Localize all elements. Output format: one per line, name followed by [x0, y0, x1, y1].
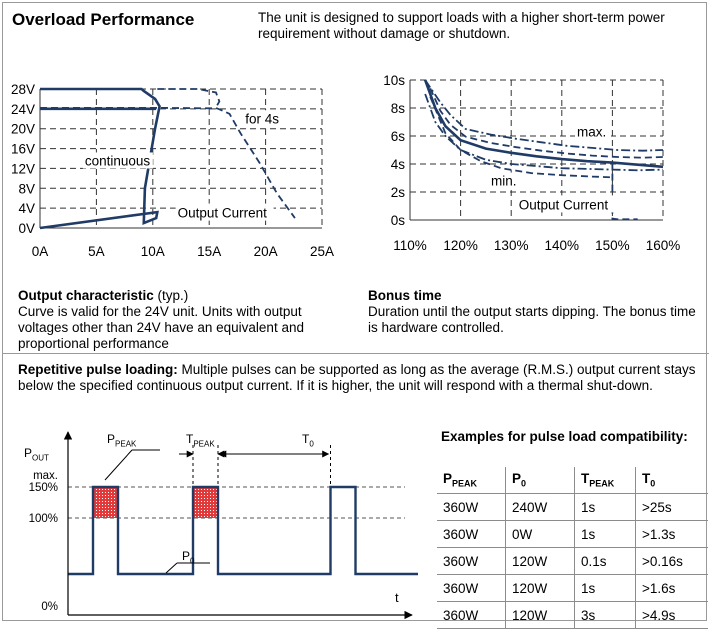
table-row: 360W 120W 0.1s >0.16s — [437, 547, 708, 575]
y-tick-label: 24V — [11, 102, 35, 117]
y-tick-label: 28V — [11, 82, 35, 97]
label-background — [175, 203, 274, 221]
continuous-label: continuous — [85, 153, 151, 168]
output-characteristic-typ: (typ.) — [153, 288, 189, 303]
pulse-load-table: PPEAK P0 TPEAK T0 360W 240W 1s >25s 360W 0W 1… — [437, 467, 708, 629]
x-tick-label: 140% — [545, 238, 580, 253]
p-peak-label: PPEAK — [107, 432, 137, 449]
x-axis-title: t — [395, 590, 399, 605]
series-line — [429, 88, 664, 159]
min-label: min. — [491, 174, 517, 189]
y-tick-label: 4s — [391, 157, 406, 172]
x-tick-label: 160% — [646, 238, 681, 253]
x-tick-label: 150% — [595, 238, 630, 253]
repetitive-pulse-body: Multiple pulses can be supported as long… — [18, 362, 696, 393]
header-p-peak: PPEAK — [437, 467, 506, 494]
y-tick-label: 150% — [29, 482, 58, 494]
y-tick-label: 8s — [391, 101, 406, 116]
x-tick-label: 0A — [32, 244, 49, 259]
y-tick-label: 0s — [391, 213, 406, 228]
p0-leader — [165, 562, 178, 574]
max-label: max. — [577, 125, 606, 140]
p-peak-leader — [104, 449, 133, 481]
output-characteristic-chart: 0V 4V 8V 12V 16V 20V 24V 28V 0A 5A 10A 15A 20A 25A con… — [11, 82, 334, 259]
y-tick-label: 12V — [11, 161, 35, 176]
pulse-overload-area — [193, 487, 218, 518]
x-tick-label: 20A — [254, 244, 278, 259]
pulse-overload-area — [93, 487, 118, 518]
table-header-row: PPEAK P0 TPEAK T0 — [437, 467, 708, 494]
y-tick-label: 16V — [11, 142, 35, 157]
series-line — [611, 162, 638, 221]
x-axis-title: Output Current — [519, 197, 609, 212]
intro-text: The unit is designed to support loads wi… — [258, 10, 665, 41]
y-tick-label: 4V — [18, 201, 35, 216]
page-frame — [2, 2, 707, 621]
x-tick-label: 120% — [443, 238, 478, 253]
x-tick-label: 5A — [88, 244, 105, 259]
header-p0: P0 — [505, 467, 575, 494]
output-characteristic-heading: Output characteristic — [18, 288, 154, 303]
x-tick-label: 130% — [494, 238, 529, 253]
y-tick-label: 10s — [383, 73, 405, 88]
repetitive-pulse-block: Repetitive pulse loading: Multiple pulse… — [18, 362, 698, 394]
bonus-time-body: Duration until the output starts dipping… — [368, 304, 696, 335]
series-line — [40, 106, 296, 219]
output-characteristic-block: Output characteristic (typ.) Curve is va… — [18, 288, 348, 352]
x-tick-label: 15A — [197, 244, 221, 259]
y-tick-label: 0% — [41, 601, 58, 613]
table-row: 360W 120W 1s >1.6s — [437, 574, 708, 602]
y-tick-label: 2s — [391, 185, 406, 200]
section-divider — [2, 353, 709, 354]
t0-label: T0 — [302, 432, 314, 449]
label-background — [243, 110, 288, 126]
label-background — [82, 152, 153, 169]
table-row: 360W 240W 1s >25s — [437, 493, 708, 521]
label-background — [516, 195, 629, 213]
label-background — [488, 172, 521, 188]
y-tick-label: 8V — [18, 181, 35, 196]
bonus-time-heading: Bonus time — [368, 288, 442, 303]
pulse-line — [68, 485, 418, 576]
repetitive-pulse-heading: Repetitive pulse loading: — [18, 362, 178, 377]
series-line — [424, 79, 664, 152]
header-t-peak: TPEAK — [574, 467, 636, 494]
table-row: 360W 0W 1s >1.3s — [437, 520, 708, 548]
for-4s-label: for 4s — [245, 111, 279, 126]
y-tick-label: max. — [33, 470, 58, 482]
x-tick-label: 25A — [310, 244, 334, 259]
x-tick-label: 110% — [393, 238, 427, 253]
table-row: 360W 120W 3s >4.9s — [437, 601, 708, 629]
y-tick-label: 20V — [11, 122, 35, 137]
pulse-table-caption: Examples for pulse load compatibility: — [441, 429, 688, 444]
p0-label: P0 — [182, 549, 195, 566]
label-background — [574, 123, 611, 139]
output-characteristic-body: Curve is valid for the 24V unit. Units w… — [18, 304, 304, 351]
series-line — [429, 96, 613, 179]
pulse-loading-chart: max.150% 100% 0% t — [29, 431, 418, 620]
series-line — [424, 93, 664, 172]
pout-axis-title: POUT — [24, 446, 49, 463]
x-tick-label: 10A — [141, 244, 165, 259]
header-t0: T0 — [635, 467, 708, 494]
y-tick-label: 0V — [18, 221, 35, 236]
series-line — [39, 87, 161, 230]
section-title: Overload Performance — [12, 10, 195, 29]
y-tick-label: 6s — [391, 129, 406, 144]
bonus-time-chart: 0s 2s 4s 6s 8s 10s 110% 120% 130% 140% 150% 160% max… — [383, 73, 681, 253]
series-line — [423, 79, 664, 169]
t-peak-label: TPEAK — [186, 432, 215, 449]
y-tick-label: 100% — [29, 513, 58, 525]
x-axis-title: Output Current — [178, 206, 268, 221]
bonus-time-block: Bonus time Duration until the output sta… — [368, 288, 698, 336]
series-line — [157, 88, 221, 108]
